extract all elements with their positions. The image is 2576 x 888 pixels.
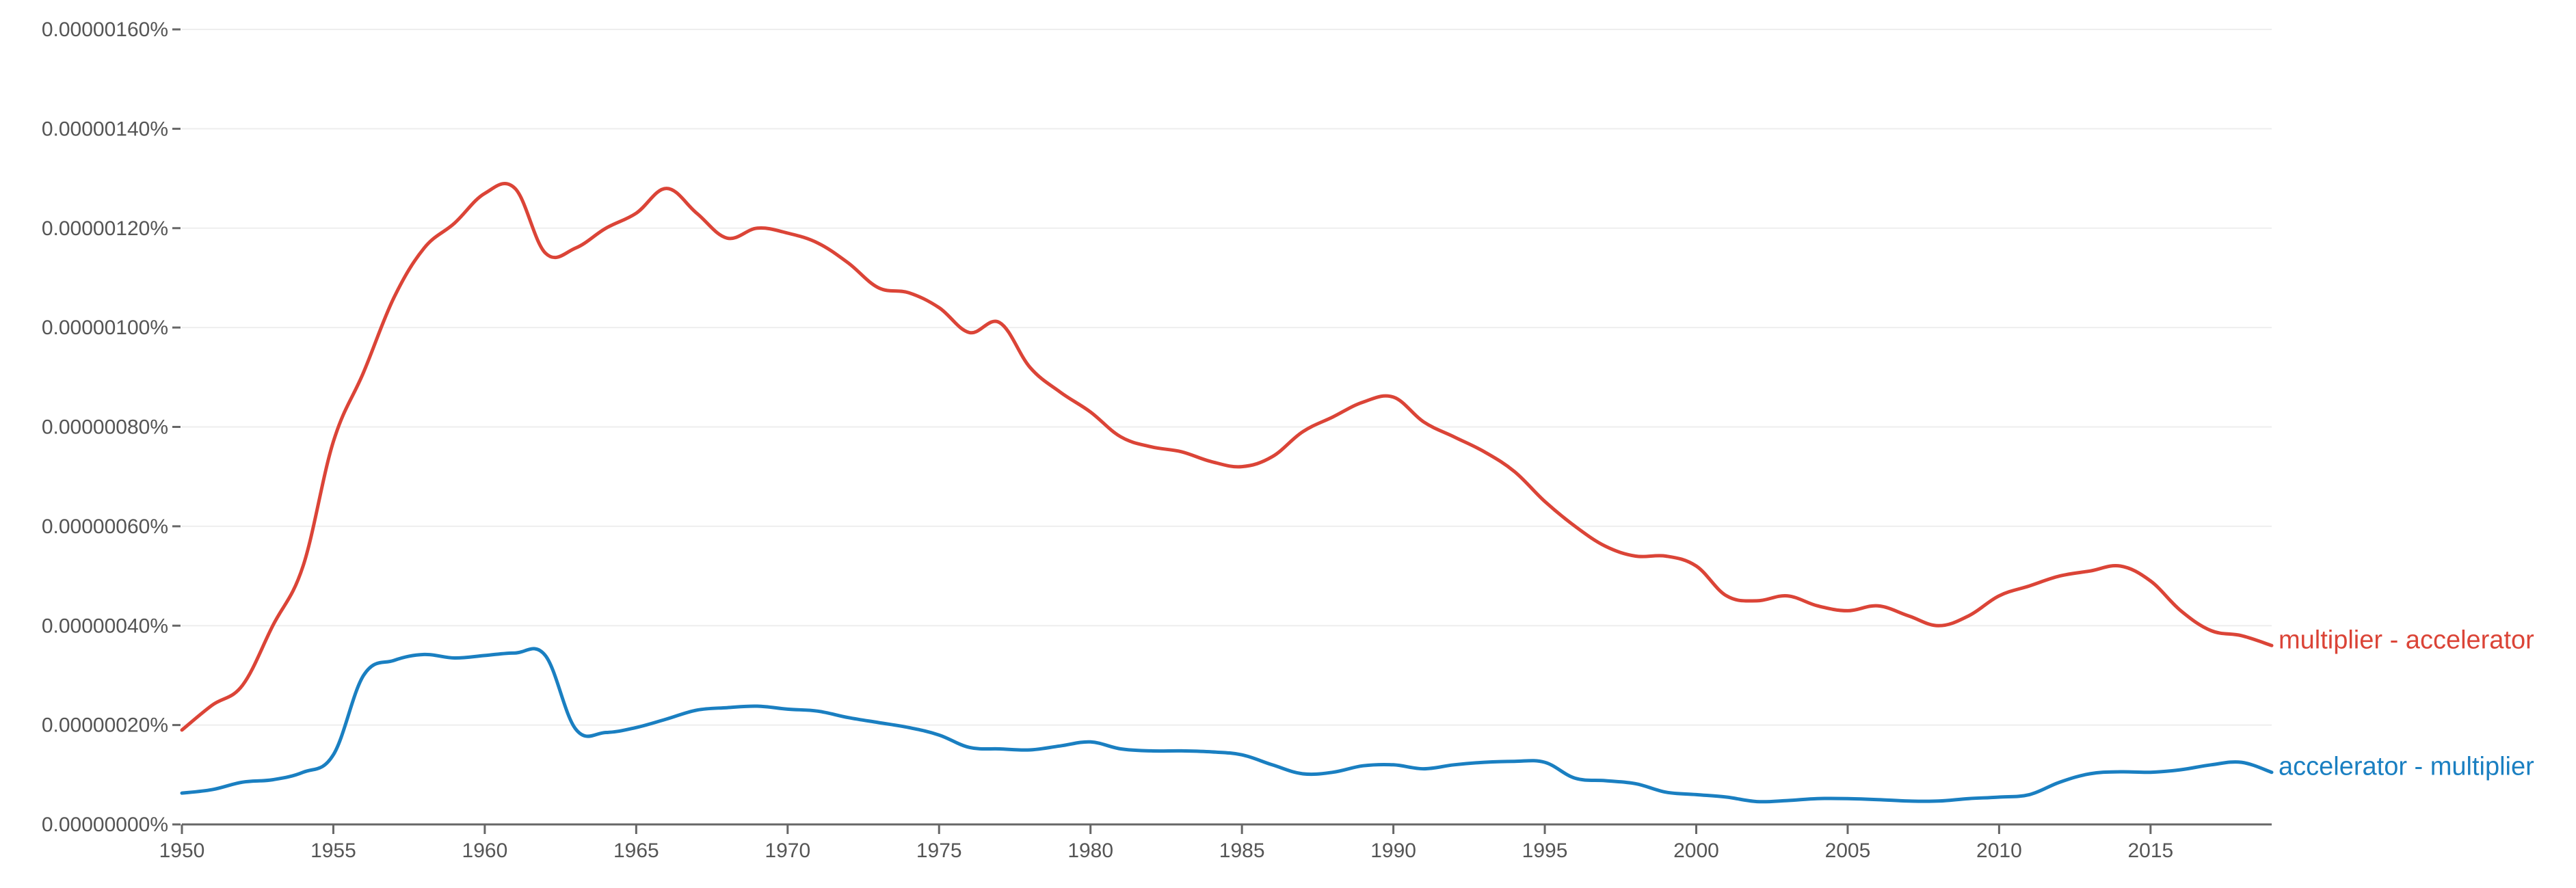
y-tick-label: 0.00000020% (42, 714, 168, 737)
x-tick-label: 1980 (1067, 839, 1113, 862)
y-tick-label: 0.00000160% (42, 18, 168, 41)
x-tick-label: 1985 (1219, 839, 1265, 862)
x-tick-label: 1960 (462, 839, 508, 862)
grid-layer (182, 29, 2272, 726)
x-tick-label: 2015 (2127, 839, 2173, 862)
series-label: accelerator - multiplier (2279, 753, 2534, 781)
y-tick-label: 0.00000120% (42, 217, 168, 240)
x-tick-label: 1970 (765, 839, 810, 862)
y-tick-label: 0.00000060% (42, 515, 168, 538)
y-tick-label: 0.00000140% (42, 118, 168, 140)
y-tick-label: 0.00000080% (42, 416, 168, 439)
x-tick-label: 2010 (1976, 839, 2022, 862)
x-tick-label: 1990 (1370, 839, 1416, 862)
x-tick-label: 2005 (1825, 839, 1871, 862)
label-layer: multiplier - accelerator accelerator - mu… (2279, 625, 2534, 781)
series-label: multiplier - accelerator (2279, 625, 2534, 654)
x-tick-label: 1995 (1522, 839, 1568, 862)
series-line-accelerator-multiplier[interactable] (180, 647, 2274, 804)
y-tick-label: 0.00000100% (42, 317, 168, 339)
series-layer (180, 182, 2274, 804)
x-tick-label: 2000 (1673, 839, 1719, 862)
y-tick-label: 0.00000000% (42, 813, 168, 836)
x-tick-label: 1965 (613, 839, 659, 862)
axis-layer: 0.00000000% 0.00000020% 0.00000040% 0.00000… (42, 18, 2272, 862)
x-tick-label: 1950 (159, 839, 205, 862)
x-tick-label: 1955 (310, 839, 356, 862)
y-tick-label: 0.00000040% (42, 615, 168, 637)
x-tick-label: 1975 (916, 839, 962, 862)
series-line-multiplier-accelerator[interactable] (180, 182, 2274, 732)
